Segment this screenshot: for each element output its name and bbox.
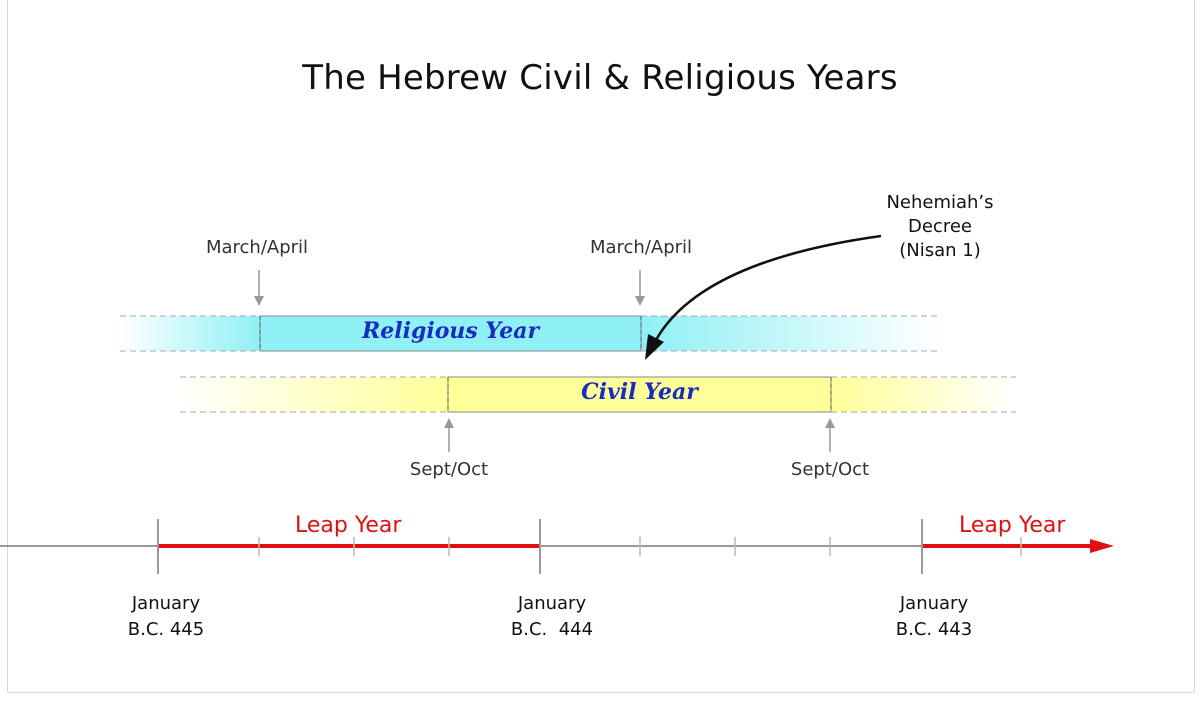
diagram-frame (7, 0, 1195, 693)
decree-curved-arrow (645, 234, 882, 360)
leap-year-label-2: Leap Year (959, 513, 1066, 538)
january-label-444: January B.C. 444 (482, 591, 622, 643)
civil-start-label: Sept/Oct (409, 459, 489, 480)
tick-month: January (517, 593, 587, 614)
timeline-axis (0, 519, 1114, 574)
religious-fade-right (641, 316, 941, 351)
sept-oct-arrow-left (444, 418, 454, 452)
page-title: The Hebrew Civil & Religious Years (302, 58, 898, 98)
decree-line-3: (Nisan 1) (899, 240, 981, 261)
civil-fade-right (831, 377, 1016, 412)
religious-year-label: Religious Year (361, 318, 540, 344)
civil-fade-left (180, 377, 448, 412)
decree-line-2: Decree (908, 216, 972, 237)
religious-year-bar (120, 315, 941, 352)
march-april-arrow-right (635, 270, 645, 306)
sept-oct-arrow-right (825, 418, 835, 452)
timeline-arrowhead (1090, 539, 1114, 553)
civil-end-label: Sept/Oct (790, 459, 870, 480)
decree-annotation: Nehemiah’s Decree (Nisan 1) (880, 191, 1000, 263)
religious-end-label: March/April (589, 237, 693, 258)
january-label-443: January B.C. 443 (864, 591, 1004, 643)
civil-year-label: Civil Year (581, 379, 698, 405)
tick-year: B.C. 445 (127, 619, 205, 640)
religious-start-label: March/April (205, 237, 309, 258)
tick-month: January (131, 593, 201, 614)
march-april-arrow-left (254, 270, 264, 306)
leap-year-label-1: Leap Year (295, 513, 402, 538)
religious-fade-left (120, 316, 260, 351)
tick-month: January (899, 593, 969, 614)
tick-year: B.C. 444 (510, 619, 594, 640)
civil-year-bar (180, 376, 1016, 413)
tick-year: B.C. 443 (895, 619, 973, 640)
january-label-445: January B.C. 445 (96, 591, 236, 643)
decree-line-1: Nehemiah’s (886, 192, 994, 213)
